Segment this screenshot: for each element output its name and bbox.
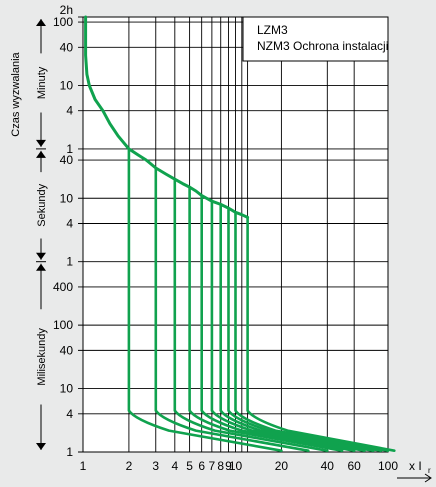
x-tick-labels: 1 2 3 4 5 6 7 8 910 20 40 60 100 — [80, 459, 399, 473]
band-arrowhead — [36, 150, 46, 158]
trip-curve — [234, 211, 390, 452]
time-unit-bands: Minuty Sekundy Milisekundy — [36, 19, 48, 450]
y-tick-label-2h: 2h — [60, 3, 73, 17]
x-tick-label: 6 — [198, 459, 205, 473]
trip-curve — [154, 166, 310, 452]
trip-curve — [210, 199, 366, 452]
y-tick-label: 10 — [60, 78, 74, 92]
y-tick-label: 40 — [60, 343, 74, 357]
y-tick-label: 10 — [60, 191, 74, 205]
band-arrowhead — [36, 263, 46, 271]
trip-curve — [219, 203, 375, 452]
y-tick-label: 40 — [60, 153, 74, 167]
y-tick-label: 4 — [66, 104, 73, 118]
x-tick-label: 7 — [209, 459, 216, 473]
legend-box — [242, 16, 389, 62]
legend-line-2: NZM3 Ochrona instalacji — [257, 39, 388, 53]
band-seconds: Sekundy — [36, 150, 48, 260]
x-tick-label: 4 — [171, 459, 178, 473]
x-tick-label: 8 — [217, 459, 224, 473]
y-tick-label: 100 — [53, 318, 73, 332]
y-tick-label: 1 — [66, 445, 73, 459]
y-tick-label: 1 — [66, 255, 73, 269]
band-seconds-label: Sekundy — [36, 183, 48, 226]
trip-curve — [127, 147, 283, 452]
band-milliseconds: Milisekundy — [36, 263, 48, 450]
x-axis-arrow — [397, 473, 432, 483]
band-arrowhead — [36, 139, 46, 147]
x-tick-label: 3 — [152, 459, 159, 473]
x-tick-label: 5 — [186, 459, 193, 473]
y-tick-label: 400 — [53, 280, 73, 294]
x-tick-label: 100 — [378, 459, 398, 473]
thermal-curve-short — [127, 147, 250, 219]
y-tick-label: 100 — [53, 15, 73, 29]
y-tick-label: 1 — [66, 142, 73, 156]
x-tick-label: 60 — [347, 459, 361, 473]
x-tick-label: 10 — [229, 459, 243, 473]
trip-curve — [227, 206, 383, 452]
band-arrowhead — [36, 252, 46, 260]
y-tick-label: 4 — [66, 217, 73, 231]
x-tick-label: 40 — [321, 459, 335, 473]
x-tick-label: 20 — [275, 459, 289, 473]
legend-line-1: LZM3 — [257, 23, 288, 37]
trip-curve — [188, 185, 344, 452]
x-axis-title-subscript: r — [428, 466, 431, 475]
curves — [84, 15, 396, 452]
thermal-curve-long — [84, 15, 131, 151]
band-arrowhead — [36, 443, 46, 450]
y-tick-label: 10 — [60, 382, 74, 396]
band-milliseconds-label: Milisekundy — [36, 328, 48, 386]
trip-curve — [173, 177, 329, 452]
trip-curve — [200, 194, 356, 452]
grid — [78, 16, 389, 453]
y-tick-label: 4 — [66, 407, 73, 421]
band-arrowhead — [36, 19, 46, 26]
y-tick-label: 40 — [60, 40, 74, 54]
x-tick-label: 2 — [126, 459, 133, 473]
x-tick-label: 9 — [225, 459, 232, 473]
y-axis-title: Czas wyzwalania — [10, 51, 22, 136]
x-tick-label: 1 — [80, 459, 87, 473]
band-minutes: Minuty — [36, 19, 48, 147]
x-axis-title: x I — [409, 459, 422, 473]
trip-curve — [246, 216, 396, 452]
band-minutes-label: Minuty — [36, 66, 48, 99]
